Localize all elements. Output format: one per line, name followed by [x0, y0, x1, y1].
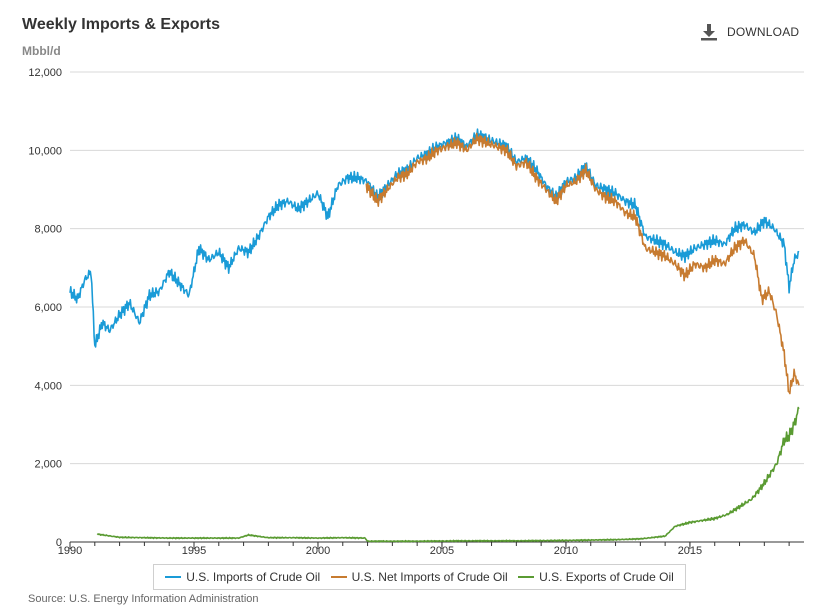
x-tick-label: 2000	[306, 545, 330, 557]
legend-swatch-net-imports	[330, 576, 347, 578]
legend-label-imports: U.S. Imports of Crude Oil	[186, 570, 321, 584]
series-line-net_imports	[365, 132, 800, 395]
x-tick-label: 1990	[58, 545, 82, 557]
x-tick-label: 2005	[430, 545, 454, 557]
y-tick-label: 2,000	[34, 459, 62, 471]
y-tick-label: 6,000	[34, 302, 62, 314]
legend-swatch-imports	[165, 576, 182, 578]
x-axis: 1990 1995 2000 2005 2010 2015	[58, 541, 804, 557]
y-tick-label: 12,000	[28, 67, 62, 79]
download-button[interactable]: DOWNLOAD	[700, 22, 799, 42]
y-tick-label: 0	[56, 537, 62, 549]
source-note: Source: U.S. Energy Information Administ…	[28, 593, 259, 605]
y-tick-label: 10,000	[28, 145, 62, 157]
x-tick-label: 2010	[554, 545, 578, 557]
unit-label: Mbbl/d	[22, 44, 61, 58]
series-line-exports	[96, 406, 800, 543]
chart-title: Weekly Imports & Exports	[22, 16, 220, 33]
download-icon	[701, 24, 717, 41]
download-label: DOWNLOAD	[727, 25, 800, 39]
legend-item-net-imports[interactable]: U.S. Net Imports of Crude Oil	[330, 570, 508, 584]
series-line-imports	[69, 128, 800, 348]
series-lines	[69, 128, 800, 543]
y-tick-label: 4,000	[34, 380, 62, 392]
legend-item-imports[interactable]: U.S. Imports of Crude Oil	[165, 570, 320, 584]
gridlines	[70, 71, 804, 465]
legend-label-exports: U.S. Exports of Crude Oil	[539, 570, 674, 584]
x-tick-label: 2015	[678, 545, 702, 557]
legend-label-net-imports: U.S. Net Imports of Crude Oil	[351, 570, 508, 584]
legend-item-exports[interactable]: U.S. Exports of Crude Oil	[518, 570, 674, 584]
legend: U.S. Imports of Crude Oil U.S. Net Impor…	[153, 564, 686, 590]
y-tick-label: 8,000	[34, 224, 62, 236]
x-tick-label: 1995	[182, 545, 206, 557]
legend-swatch-exports	[518, 576, 535, 578]
y-axis: 0 2,000 4,000 6,000 8,000 10,000 12,000	[28, 67, 62, 549]
